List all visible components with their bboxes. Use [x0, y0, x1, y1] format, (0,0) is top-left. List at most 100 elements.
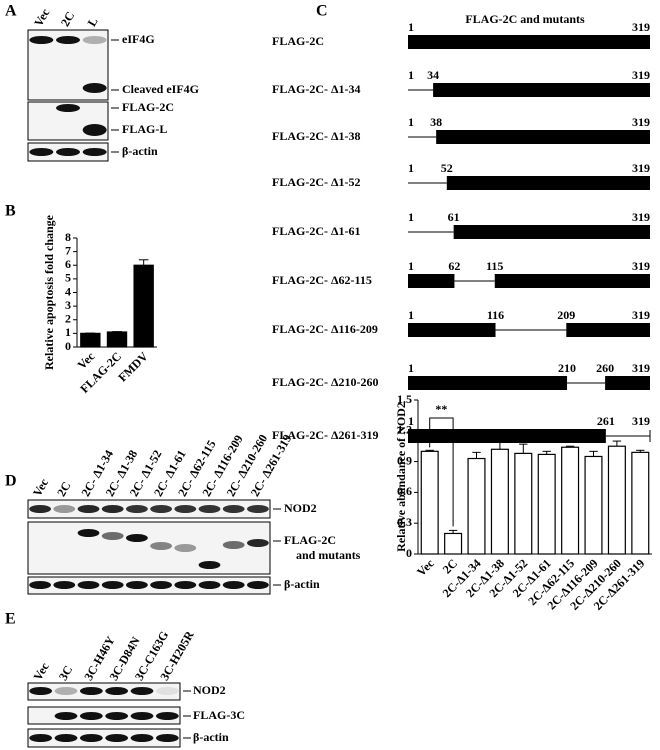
annotation: ** — [435, 402, 447, 416]
band — [222, 505, 245, 513]
bar — [607, 445, 626, 555]
y-tick-label: 2 — [65, 312, 71, 326]
residue-label: 38 — [430, 115, 442, 129]
band — [82, 83, 107, 93]
panel-label: E — [5, 611, 16, 628]
band — [155, 687, 179, 695]
band — [105, 687, 129, 695]
band — [54, 712, 78, 720]
construct-name: FLAG-2C- Δ1-52 — [272, 175, 361, 189]
construct-name: FLAG-2C — [272, 34, 324, 48]
band-label: β-actin — [193, 730, 229, 744]
residue-label: 115 — [486, 259, 503, 273]
band — [150, 542, 172, 550]
residue-label: 1 — [408, 115, 414, 129]
y-tick-label: 7 — [65, 243, 71, 257]
band-label: NOD2 — [193, 683, 226, 697]
band — [130, 687, 154, 695]
band — [130, 734, 154, 742]
band-label: and mutants — [296, 548, 361, 562]
domain-bar — [566, 323, 650, 337]
residue-label: 1 — [408, 68, 414, 82]
residue-label: 319 — [632, 115, 650, 129]
band — [174, 505, 197, 513]
residue-label: 1 — [408, 161, 414, 175]
bar — [133, 264, 154, 348]
y-tick-label: 3 — [65, 298, 71, 312]
construct-name: FLAG-2C- Δ210-260 — [272, 375, 379, 389]
y-tick-label: 0 — [406, 546, 412, 560]
domain-bar — [446, 176, 650, 190]
band — [77, 529, 100, 537]
band — [222, 581, 245, 589]
y-tick-label: 1.5 — [397, 392, 412, 406]
band — [53, 581, 76, 589]
residue-label: 116 — [487, 308, 504, 322]
band — [222, 541, 245, 549]
y-axis-label: Relative apoptosis fold change — [42, 214, 56, 370]
residue-label: 61 — [448, 210, 460, 224]
band — [174, 581, 197, 589]
band-label: FLAG-3C — [193, 708, 245, 722]
y-tick-label: 1.2 — [397, 423, 412, 437]
residue-label: 1 — [408, 361, 414, 375]
band — [174, 544, 197, 552]
band — [56, 36, 80, 44]
residue-label: 34 — [427, 68, 439, 82]
band-label: β-actin — [122, 144, 158, 158]
band — [101, 581, 124, 589]
residue-label: 319 — [632, 308, 650, 322]
residue-label: 319 — [632, 259, 650, 273]
band — [247, 505, 269, 513]
band — [77, 581, 100, 589]
residue-label: 1 — [408, 20, 414, 34]
residue-label: 210 — [558, 361, 576, 375]
lane-label: 3C — [56, 663, 75, 683]
band-label: FLAG-2C — [122, 100, 174, 114]
band — [198, 581, 221, 589]
residue-label: 1 — [408, 308, 414, 322]
band-label: FLAG-2C — [284, 533, 336, 547]
residue-label: 319 — [632, 20, 650, 34]
construct-name: FLAG-2C- Δ1-38 — [272, 129, 361, 143]
domain-bar — [453, 225, 650, 239]
domain-bar — [605, 376, 650, 390]
residue-label: 319 — [632, 414, 650, 428]
band — [54, 734, 78, 742]
panel-label: A — [5, 3, 17, 20]
y-tick-label: 8 — [65, 230, 71, 244]
band — [29, 687, 53, 695]
domain-bar — [494, 274, 650, 288]
band — [29, 36, 54, 44]
band-label: FLAG-L — [122, 122, 167, 136]
residue-label: 52 — [441, 161, 453, 175]
domain-bar — [436, 130, 650, 144]
residue-label: 1 — [408, 414, 414, 428]
y-tick-label: 0.6 — [397, 484, 412, 498]
band — [82, 148, 107, 156]
lane-label: Vec — [30, 476, 52, 499]
band — [56, 148, 80, 156]
band — [54, 687, 78, 695]
band — [56, 104, 80, 112]
bar — [490, 448, 509, 555]
residue-label: 319 — [632, 68, 650, 82]
lane-label: 2C — [58, 9, 77, 29]
bar — [514, 452, 533, 555]
band — [101, 532, 124, 540]
y-tick-label: 0.9 — [397, 453, 412, 467]
band — [79, 687, 103, 695]
panel-label: D — [5, 473, 17, 490]
band — [150, 581, 172, 589]
residue-label: 209 — [557, 308, 575, 322]
y-tick-label: 1 — [65, 325, 71, 339]
lane-label: L — [85, 15, 101, 29]
y-tick-label: 6 — [65, 257, 71, 271]
blot-box — [27, 499, 271, 519]
panel-label: B — [5, 203, 16, 220]
significance-bracket — [429, 417, 454, 527]
domain-bar — [408, 274, 455, 288]
x-tick-label: FMDV — [115, 349, 151, 385]
domain-bar — [433, 83, 650, 97]
construct-name: FLAG-2C- Δ116-209 — [272, 322, 378, 336]
